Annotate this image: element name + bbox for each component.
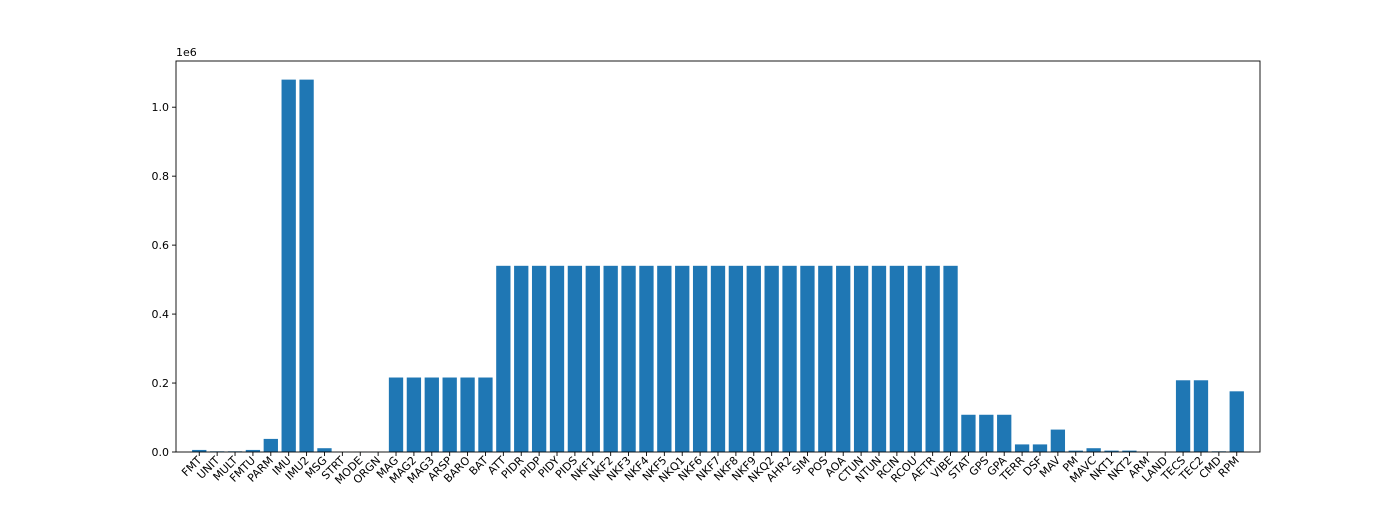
bar-nkt1 bbox=[1104, 450, 1119, 452]
y-tick-label: 1.0 bbox=[152, 101, 170, 114]
bar-ahr2 bbox=[782, 265, 797, 452]
bar-mag3 bbox=[424, 377, 439, 452]
bar-pidp bbox=[531, 265, 547, 452]
bar-nkf2 bbox=[603, 265, 618, 452]
bar-nkf5 bbox=[657, 265, 672, 452]
bar-gps bbox=[979, 414, 994, 452]
y-tick-label: 0.0 bbox=[152, 446, 170, 459]
bar-rpm bbox=[1229, 391, 1244, 452]
bar-sim bbox=[800, 265, 815, 452]
y-tick-label: 0.4 bbox=[152, 308, 170, 321]
bars-group bbox=[192, 79, 1244, 453]
bar-pids bbox=[567, 265, 583, 452]
bar-nkf8 bbox=[728, 265, 744, 452]
bar-nkt2 bbox=[1122, 450, 1137, 452]
x-tick-label-mav: MAV bbox=[1037, 454, 1063, 480]
x-tick-label-rpm: RPM bbox=[1216, 454, 1242, 480]
bar-tec2 bbox=[1193, 380, 1209, 452]
bar-stat bbox=[961, 414, 976, 452]
bar-dsf bbox=[1032, 444, 1048, 452]
bar-terr bbox=[1014, 444, 1030, 452]
bar-fmt bbox=[192, 449, 207, 452]
x-axis: FMTUNITMULTFMTUPARMIMUIMU2MSGSTRTMODEORG… bbox=[179, 452, 1242, 487]
bar-tecs bbox=[1175, 380, 1191, 452]
bar-pidy bbox=[549, 265, 565, 452]
bar-nkf9 bbox=[746, 265, 761, 452]
bar-nkf1 bbox=[585, 265, 600, 452]
y-axis-offset-text: 1e6 bbox=[176, 46, 197, 59]
bar-nkq1 bbox=[675, 265, 690, 452]
bar-mag bbox=[388, 377, 404, 452]
bar-bat bbox=[478, 377, 493, 452]
bar-ntun bbox=[871, 265, 887, 452]
bar-mavc bbox=[1086, 448, 1101, 452]
bar-mav bbox=[1050, 429, 1066, 452]
bar-pos bbox=[818, 265, 833, 452]
bar-pidr bbox=[514, 265, 529, 452]
bar-nkf4 bbox=[639, 265, 654, 452]
bar-gpa bbox=[997, 414, 1012, 452]
bar-nkf3 bbox=[621, 265, 636, 452]
bar-imu bbox=[281, 79, 296, 453]
bar-arsp bbox=[442, 377, 457, 452]
y-tick-label: 0.2 bbox=[152, 377, 170, 390]
y-axis: 0.0 0.2 0.4 0.6 0.8 1.0 bbox=[152, 101, 176, 459]
bar-aoa bbox=[836, 265, 851, 452]
bar-nkq2 bbox=[764, 265, 779, 452]
bar-nkf6 bbox=[692, 265, 708, 452]
bar-ctun bbox=[853, 265, 869, 452]
bar-nkf7 bbox=[710, 265, 726, 452]
bar-imu2 bbox=[299, 79, 314, 453]
bar-mag2 bbox=[406, 377, 422, 452]
bar-pm bbox=[1068, 450, 1083, 452]
bar-msg bbox=[317, 448, 332, 452]
bar-rcin bbox=[889, 265, 905, 452]
bar-aetr bbox=[925, 265, 940, 452]
plot-frame bbox=[175, 60, 1261, 453]
bar-fmtu bbox=[245, 449, 261, 452]
bar-att bbox=[496, 265, 511, 452]
y-tick-label: 0.6 bbox=[152, 239, 170, 252]
bar-rcou bbox=[907, 265, 922, 452]
bar-parm bbox=[263, 438, 278, 452]
bar-vibe bbox=[943, 265, 958, 452]
bar-baro bbox=[460, 377, 475, 452]
y-tick-label: 0.8 bbox=[152, 170, 170, 183]
